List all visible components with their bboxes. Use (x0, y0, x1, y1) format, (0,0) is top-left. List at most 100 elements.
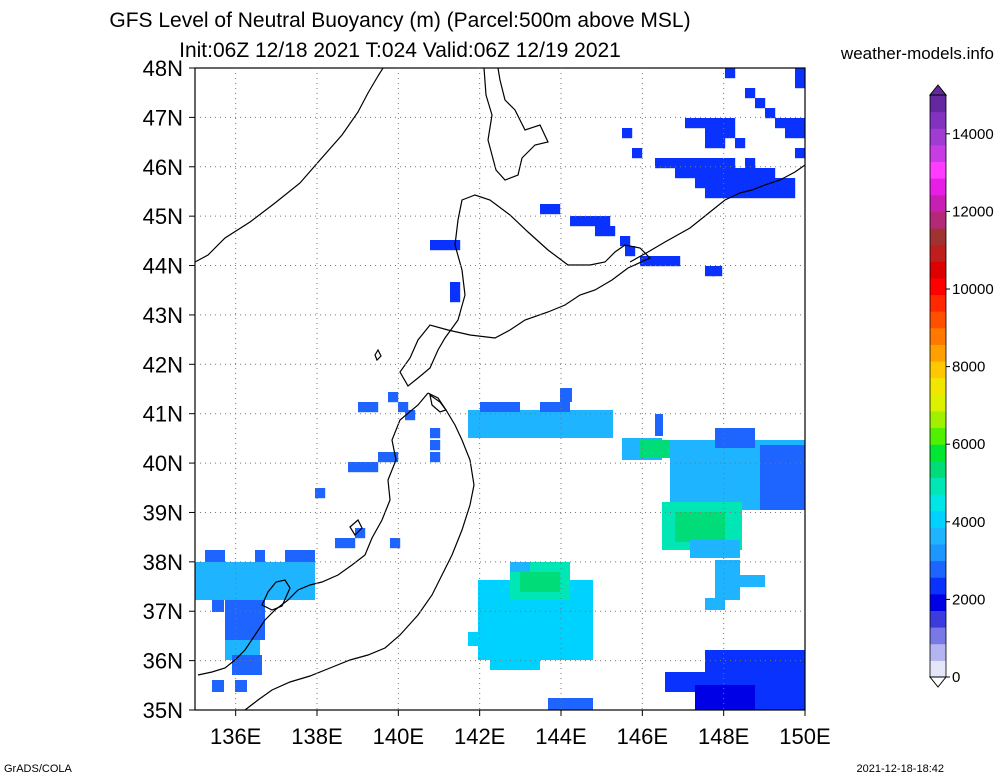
colorbar-label: 14000 (952, 126, 994, 143)
field-cell (590, 216, 601, 227)
colorbar-swatch (930, 410, 946, 429)
lat-label: 37N (143, 599, 183, 624)
colorbar-swatch (930, 261, 946, 279)
field-cell (388, 392, 399, 403)
lat-label: 43N (143, 303, 183, 328)
field-cell (712, 266, 723, 277)
field-cell (255, 550, 265, 562)
lon-label: 150E (779, 724, 830, 749)
colorbar-swatch (930, 627, 946, 645)
colorbar-swatch (930, 344, 946, 362)
field-cell (378, 452, 389, 463)
colorbar-swatch (930, 311, 946, 329)
field-cell (745, 88, 756, 99)
field-cell (480, 402, 520, 412)
field-cell (580, 216, 591, 227)
colorbar-swatch (930, 610, 946, 628)
field-cell (745, 168, 756, 179)
field-cell (520, 572, 560, 592)
colorbar-label: 10000 (952, 281, 994, 298)
map-subtitle: Init:06Z 12/18 2021 T:024 Valid:06Z 12/1… (179, 39, 621, 62)
field-cell (650, 256, 661, 267)
field-cell (755, 98, 766, 109)
field-cell (695, 685, 755, 710)
lat-labels: 48N 47N 46N 45N 44N 43N 42N 41N 40N 39N 38N 37N 36N 3… (143, 56, 183, 723)
colorbar-label: 12000 (952, 203, 994, 220)
field-cell (745, 188, 756, 199)
field-cell (655, 158, 666, 169)
field-cell (195, 562, 315, 600)
lon-label: 142E (454, 724, 505, 749)
site-credit[interactable]: weather-models.info (840, 44, 994, 63)
field-cell (695, 168, 706, 179)
colorbar-swatch (930, 460, 946, 478)
colorbar-swatch (930, 144, 946, 163)
field-cell (398, 402, 409, 413)
field-cell (600, 216, 611, 227)
field-cell (760, 445, 805, 510)
field-cell (205, 550, 225, 562)
field-cell (675, 512, 725, 542)
colorbar-swatch (930, 560, 946, 578)
colorbar-label: 8000 (952, 359, 985, 376)
colorbar-swatch (930, 543, 946, 562)
field-cell (468, 632, 488, 646)
field-cell (715, 158, 726, 169)
field-cell (705, 158, 716, 169)
lon-label: 136E (210, 724, 261, 749)
field-cell (655, 414, 663, 436)
field-cell (605, 226, 616, 237)
field-cell (675, 158, 686, 169)
map-frame (194, 67, 806, 711)
colorbar-label: 2000 (952, 591, 985, 608)
colorbar-swatch (930, 294, 946, 312)
field-cell (755, 168, 766, 179)
field-cell (705, 266, 716, 277)
field-cell (468, 410, 613, 438)
lat-label: 42N (143, 352, 183, 377)
colorbar-swatch (930, 477, 946, 495)
field-cell (665, 158, 676, 169)
colorbar-swatch (930, 361, 946, 379)
field-cell (705, 118, 716, 129)
field-cell (490, 640, 540, 670)
lat-label: 40N (143, 451, 183, 476)
field-cell (785, 128, 796, 139)
field-cell (560, 388, 572, 402)
field-cell (358, 462, 369, 473)
field-cell (430, 440, 441, 451)
field-cell (735, 178, 746, 189)
field-cell (632, 148, 643, 159)
colorbar-top-arrow (928, 84, 948, 96)
lat-label: 45N (143, 204, 183, 229)
field-cell (765, 168, 776, 179)
field-cell (795, 78, 806, 89)
field-cell (725, 128, 736, 139)
colorbar-swatch (930, 527, 946, 545)
lon-label: 144E (535, 724, 586, 749)
colorbar (928, 84, 948, 688)
lon-label: 138E (291, 724, 342, 749)
field-cell (540, 204, 551, 215)
field-cell (785, 118, 796, 129)
field-cell (725, 68, 736, 79)
field-cell (715, 118, 726, 129)
field-cell (715, 168, 726, 179)
map-title: GFS Level of Neutral Buoyancy (m) (Parce… (109, 9, 691, 32)
colorbar-swatch (930, 444, 946, 462)
colorbar-swatch (930, 327, 946, 345)
field-cell (640, 440, 670, 458)
field-cell (715, 428, 755, 448)
colorbar-swatch (930, 95, 946, 113)
field-cell (622, 128, 633, 139)
field-cell (715, 138, 726, 149)
field-cell (785, 178, 796, 189)
lat-label: 41N (143, 402, 183, 427)
colorbar-swatch (930, 244, 946, 262)
field-cell (685, 118, 696, 129)
field-cell (450, 282, 461, 293)
field-cell (368, 402, 379, 413)
field-cell (695, 158, 706, 169)
field-cell (715, 178, 726, 189)
